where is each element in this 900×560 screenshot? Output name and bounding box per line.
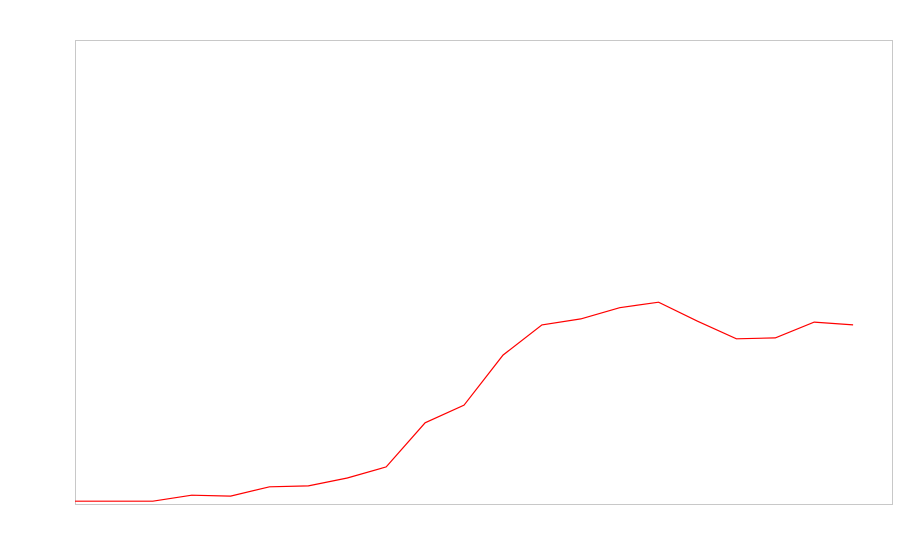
plot-frame bbox=[75, 40, 893, 505]
data-line bbox=[75, 301, 854, 502]
